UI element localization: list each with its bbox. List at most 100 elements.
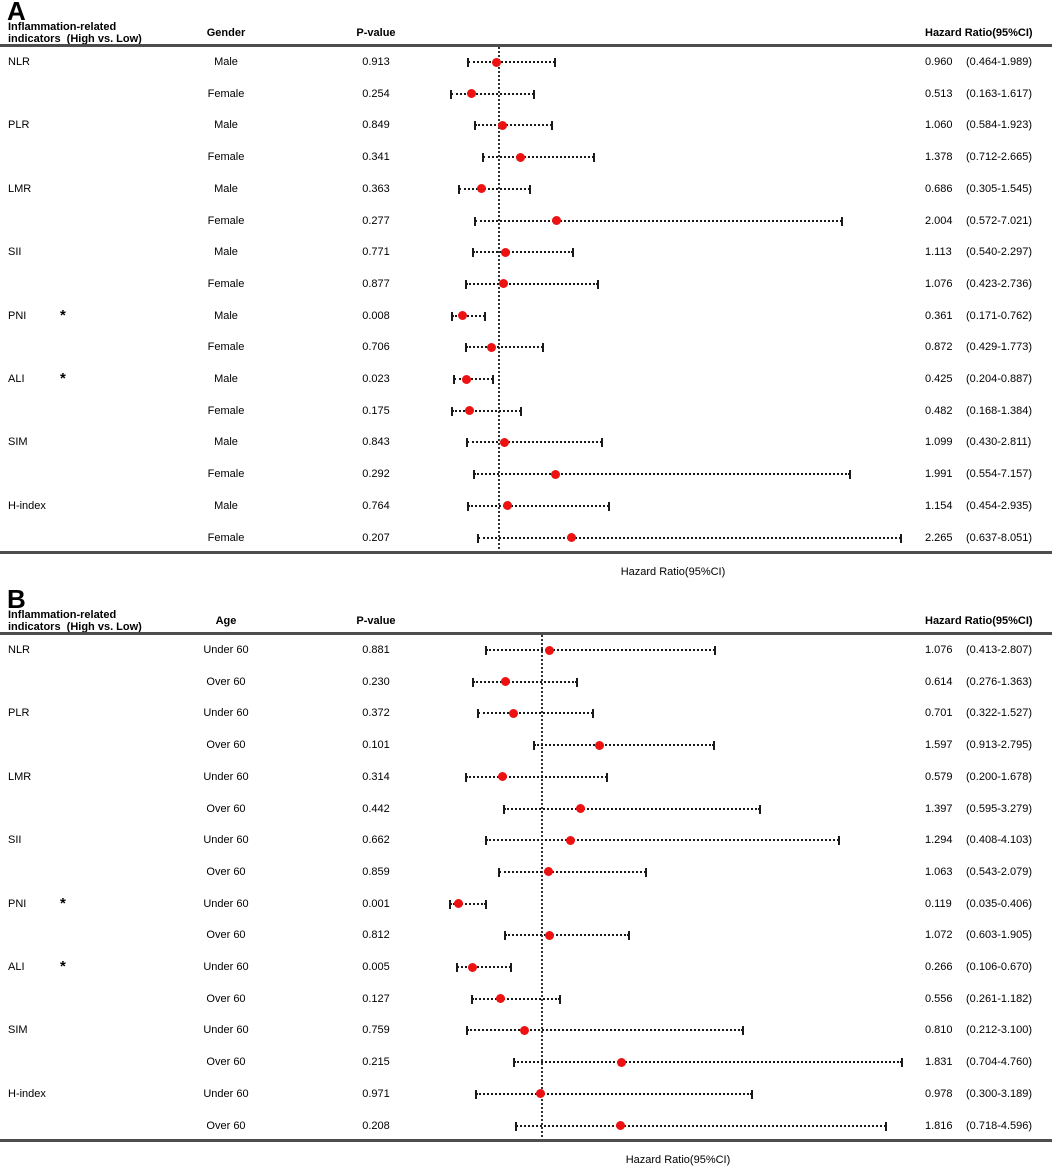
hr-estimate-text: 1.831 (0.704-4.760) (925, 1055, 1032, 1069)
hr-estimate-text: 0.556 (0.261-1.182) (925, 992, 1032, 1006)
hr-estimate-text: 0.425 (0.204-0.887) (925, 372, 1032, 386)
hr-estimate-text: 2.265 (0.637-8.051) (925, 531, 1032, 545)
hr-estimate-text: 1.816 (0.718-4.596) (925, 1119, 1032, 1133)
p-value: 0.314 (362, 770, 390, 783)
ci-cap-right (558, 994, 561, 1004)
ci-cap-right (550, 121, 553, 131)
hr-estimate-text: 1.597 (0.913-2.795) (925, 738, 1032, 752)
p-value: 0.759 (362, 1024, 390, 1037)
hr-estimate-value: 2.004 (925, 214, 953, 227)
group-column-header: Age (215, 615, 237, 627)
indicator-label: NLR (8, 56, 31, 68)
indicator-label: PLR (8, 707, 30, 720)
hr-point-marker (550, 469, 560, 479)
hr-estimate-text: 2.004 (0.572-7.021) (925, 214, 1032, 228)
ci-line (486, 649, 716, 651)
ci-line (504, 934, 629, 937)
hr-point-marker (498, 279, 508, 289)
indicator-label: SII (8, 246, 22, 259)
ci-cap-right (759, 804, 762, 814)
hr-estimate-value: 1.076 (925, 644, 953, 656)
hr-confidence-interval: (0.171-0.762) (966, 309, 1033, 322)
hr-estimate-value: 1.076 (925, 277, 953, 290)
hr-estimate-value: 0.810 (925, 1024, 953, 1037)
hr-confidence-interval: (0.554-7.157) (966, 468, 1033, 481)
ci-line (466, 282, 598, 285)
indicator-label: ALI (8, 373, 25, 385)
group-label: Over 60 (206, 675, 246, 688)
p-value: 0.023 (362, 373, 390, 385)
hr-point-marker (566, 835, 576, 845)
hr-estimate-text: 0.361 (0.171-0.762) (925, 309, 1032, 323)
group-label: Male (214, 373, 238, 385)
ci-cap-left (465, 772, 468, 782)
ci-cap-right (529, 184, 532, 194)
hr-confidence-interval: (0.035-0.406) (966, 897, 1033, 910)
hr-estimate-text: 1.991 (0.554-7.157) (925, 467, 1032, 481)
panel-label: A (7, 0, 27, 26)
group-label: Under 60 (203, 1087, 249, 1100)
ci-cap-left (476, 709, 479, 719)
p-value: 0.277 (362, 214, 390, 227)
ci-cap-right (554, 58, 557, 67)
hr-confidence-interval: (0.212-3.100) (966, 1024, 1033, 1037)
hr-estimate-value: 1.294 (925, 834, 953, 847)
group-label: Male (214, 436, 238, 449)
ci-cap-right (837, 836, 840, 846)
panel-b: B Inflammation-related indicators (High … (0, 584, 1052, 1173)
ci-cap-left (456, 963, 459, 972)
hr-point-marker (544, 867, 553, 877)
ci-cap-left (471, 248, 474, 258)
hr-point-marker (487, 342, 497, 352)
hr-estimate-text: 1.076 (0.423-2.736) (925, 277, 1032, 291)
ci-cap-left (449, 899, 452, 909)
ci-cap-left (466, 501, 469, 511)
hr-confidence-interval: (0.454-2.935) (966, 499, 1033, 512)
hr-confidence-interval: (0.423-2.736) (966, 277, 1033, 290)
hr-estimate-text: 1.154 (0.454-2.935) (925, 499, 1032, 513)
indicator-column-header: Inflammation-related indicators (High vs… (8, 21, 142, 45)
hr-point-marker (453, 899, 463, 909)
ci-cap-right (484, 311, 487, 321)
hr-estimate-text: 0.614 (0.276-1.363) (925, 675, 1032, 689)
indicator-label: H-index (8, 1087, 46, 1100)
hr-point-marker (509, 708, 519, 718)
ci-line (478, 536, 901, 539)
group-label: Female (207, 404, 245, 417)
group-label: Over 60 (206, 992, 246, 1005)
reference-line (541, 635, 544, 1141)
group-label: Over 60 (206, 802, 246, 815)
hr-estimate-text: 0.960 (0.464-1.989) (925, 55, 1032, 69)
hr-estimate-text: 1.294 (0.408-4.103) (925, 833, 1032, 847)
ci-cap-left (473, 216, 476, 226)
p-value: 0.341 (362, 151, 390, 164)
ci-line (485, 839, 839, 842)
ci-cap-right (848, 470, 851, 480)
indicator-header-line1: Inflammation-related (8, 609, 117, 621)
ci-cap-left (465, 279, 468, 289)
hr-point-marker (458, 311, 468, 321)
ci-cap-right (484, 899, 487, 909)
ci-line (473, 680, 578, 683)
hr-point-marker (575, 804, 585, 813)
hr-estimate-value: 1.816 (925, 1119, 953, 1132)
ci-line (515, 1124, 886, 1127)
group-label: Male (214, 56, 238, 68)
hr-estimate-value: 1.378 (925, 151, 953, 164)
ci-line (459, 187, 531, 190)
hr-estimate-value: 1.154 (925, 499, 953, 512)
ci-line (450, 902, 486, 905)
p-value: 0.843 (362, 436, 390, 449)
ci-cap-left (466, 1026, 469, 1036)
hr-estimate-value: 0.614 (925, 675, 953, 688)
ci-cap-right (592, 153, 595, 163)
hr-confidence-interval: (0.204-0.887) (966, 373, 1033, 385)
hr-estimate-text: 0.978 (0.300-3.189) (925, 1087, 1032, 1101)
hr-point-marker (495, 994, 505, 1004)
hr-confidence-interval: (0.322-1.527) (966, 707, 1033, 720)
p-value: 0.101 (362, 739, 390, 752)
p-value: 0.005 (362, 961, 390, 973)
hr-point-marker (551, 216, 561, 225)
ci-cap-left (450, 311, 453, 321)
group-label: Female (207, 151, 245, 164)
